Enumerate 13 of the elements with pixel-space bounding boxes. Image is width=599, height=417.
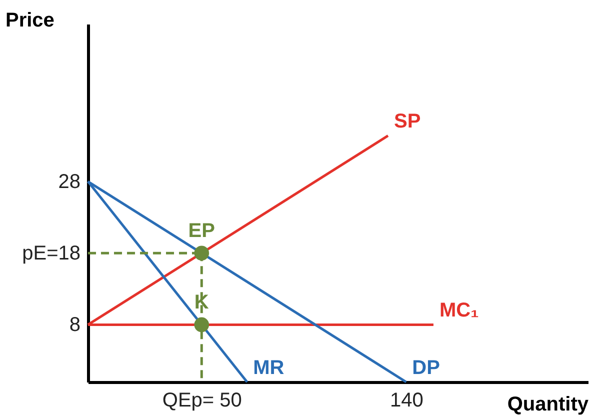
series-label: SP (394, 110, 421, 133)
y-tick-label: pE=18 (22, 242, 80, 265)
series-label: MC₁ (439, 300, 479, 322)
x-tick-label: 140 (390, 390, 424, 412)
series-label: DP (412, 357, 440, 379)
series-label: EP (188, 220, 215, 242)
x-axis-title: Quantity (507, 394, 590, 416)
series-label: K (194, 292, 210, 314)
y-axis-title: Price (6, 10, 54, 32)
x-tick-label: QEp= 50 (162, 390, 242, 412)
y-tick-label: 28 (58, 171, 80, 194)
series-label: MR (253, 357, 285, 379)
y-tick-label: 8 (69, 314, 80, 336)
